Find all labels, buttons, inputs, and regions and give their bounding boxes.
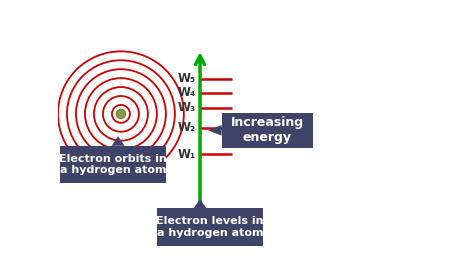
Text: W₂: W₂ — [177, 121, 195, 134]
Polygon shape — [193, 199, 206, 208]
Text: W₁: W₁ — [177, 148, 195, 161]
Text: Increasing
energy: Increasing energy — [231, 116, 303, 144]
FancyBboxPatch shape — [221, 113, 313, 148]
Text: W₃: W₃ — [177, 101, 195, 114]
Text: Electron orbits in
a hydrogen atom: Electron orbits in a hydrogen atom — [59, 153, 166, 175]
FancyBboxPatch shape — [60, 146, 166, 183]
Text: Electron levels in
a hydrogen atom: Electron levels in a hydrogen atom — [156, 216, 263, 238]
Ellipse shape — [116, 109, 125, 118]
FancyBboxPatch shape — [156, 208, 263, 246]
Text: W₅: W₅ — [177, 72, 195, 85]
Text: W₀: W₀ — [177, 215, 195, 228]
Text: W₄: W₄ — [177, 86, 195, 99]
Polygon shape — [207, 125, 221, 136]
Polygon shape — [112, 136, 125, 146]
